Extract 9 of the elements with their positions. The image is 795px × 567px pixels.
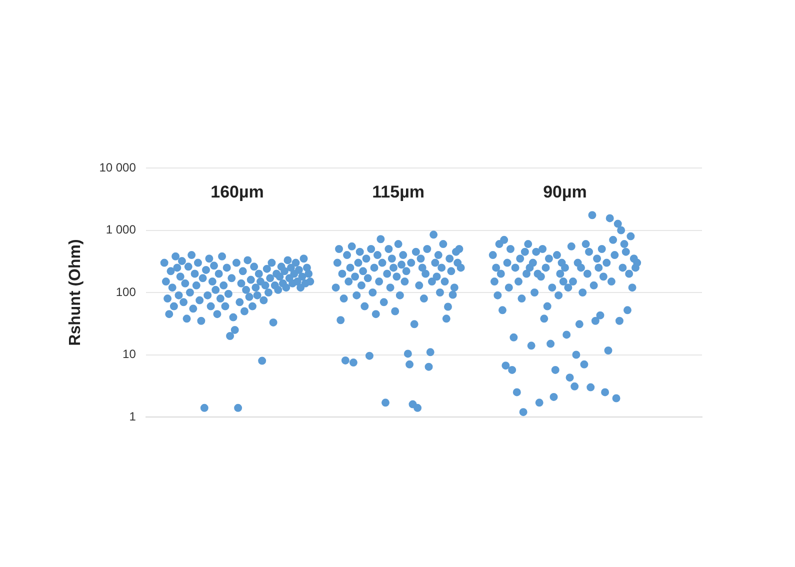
y-tick-label: 10 000	[99, 160, 136, 174]
annotation: 115µm	[372, 182, 424, 202]
y-tick-label: 10	[122, 347, 136, 362]
y-tick-label: 100	[116, 284, 136, 299]
y-tick-label: 1	[129, 409, 136, 424]
annotation: 160µm	[210, 182, 264, 202]
y-tick-label: 1 000	[106, 222, 136, 237]
y-axis-title: Rshunt (Ohm)	[67, 239, 84, 346]
annotation: 90µm	[543, 182, 587, 202]
